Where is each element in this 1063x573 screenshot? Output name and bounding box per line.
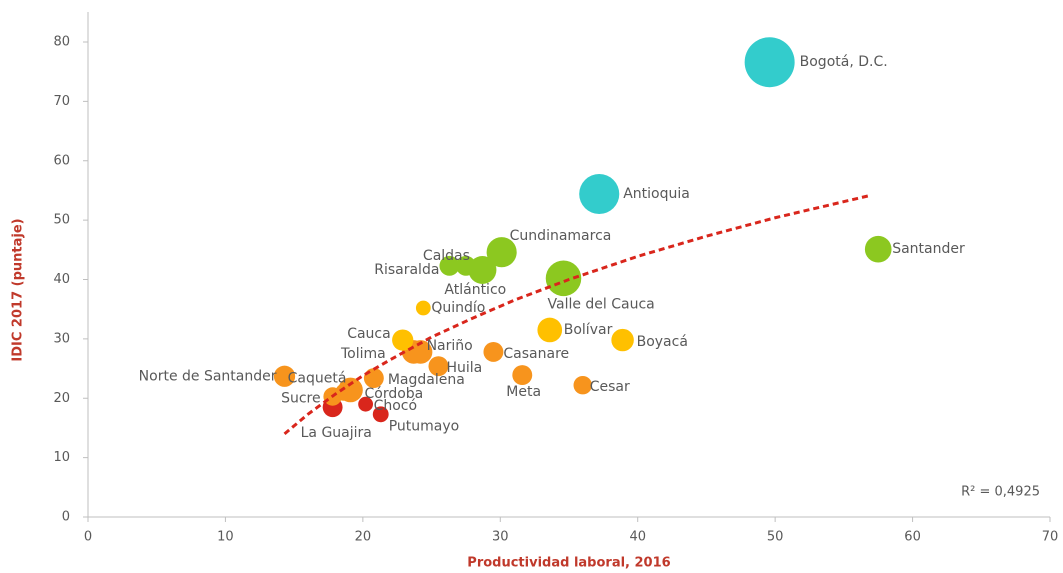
bubble bbox=[579, 173, 620, 215]
point-label: La Guajira bbox=[301, 425, 372, 441]
bubble bbox=[744, 37, 795, 88]
point-label: Atlántico bbox=[444, 282, 506, 298]
trend-line bbox=[283, 193, 872, 436]
point-label: Quindío bbox=[431, 300, 485, 316]
bubble bbox=[428, 356, 449, 377]
bubble bbox=[537, 317, 563, 343]
bubble bbox=[512, 365, 533, 386]
y-tick-label: 40 bbox=[53, 272, 70, 287]
bubble bbox=[455, 255, 476, 276]
x-tick-label: 60 bbox=[904, 530, 921, 545]
point-label: Magdalena bbox=[388, 372, 465, 388]
bubble bbox=[358, 396, 374, 412]
x-tick-label: 10 bbox=[217, 530, 234, 545]
x-axis-title: Productividad laboral, 2016 bbox=[467, 556, 670, 571]
bubble bbox=[486, 237, 517, 268]
x-tick-label: 50 bbox=[767, 530, 784, 545]
y-tick-label: 50 bbox=[53, 213, 70, 228]
bubble bbox=[864, 235, 892, 263]
y-axis-title: IDIC 2017 (puntaje) bbox=[11, 218, 26, 361]
point-label: Valle del Cauca bbox=[548, 296, 655, 312]
point-label: Huila bbox=[446, 360, 482, 376]
x-tick-label: 0 bbox=[84, 530, 92, 545]
point-label: Chocó bbox=[374, 398, 417, 414]
bubble bbox=[273, 365, 296, 387]
point-label: Córdoba bbox=[364, 386, 423, 402]
point-label: Sucre bbox=[281, 390, 321, 406]
y-tick-label: 30 bbox=[53, 331, 70, 346]
point-label: Cundinamarca bbox=[510, 228, 612, 244]
bubble bbox=[415, 300, 431, 316]
y-tick-label: 20 bbox=[53, 391, 70, 406]
bubble bbox=[392, 329, 414, 351]
point-label: Bogotá, D.C. bbox=[800, 54, 888, 70]
point-label: Casanare bbox=[503, 346, 569, 362]
point-label: Risaralda bbox=[374, 262, 439, 278]
y-tick-label: 10 bbox=[53, 450, 70, 465]
point-label: Antioquia bbox=[623, 186, 690, 202]
x-tick-label: 40 bbox=[629, 530, 646, 545]
point-label: Norte de Santander bbox=[139, 368, 277, 384]
bubble bbox=[545, 260, 582, 297]
point-label: Nariño bbox=[427, 338, 473, 354]
x-tick-label: 70 bbox=[1042, 530, 1059, 545]
y-tick-label: 0 bbox=[62, 510, 70, 525]
bubble bbox=[335, 383, 353, 401]
point-label: Santander bbox=[892, 241, 965, 257]
point-label: Putumayo bbox=[389, 418, 460, 434]
point-label: Caquetá bbox=[288, 370, 347, 386]
y-tick-label: 60 bbox=[53, 153, 70, 168]
bubble bbox=[439, 255, 460, 276]
point-label: Tolima bbox=[340, 346, 386, 362]
point-label: Meta bbox=[506, 384, 541, 400]
bubble bbox=[372, 406, 389, 423]
point-label: Cauca bbox=[347, 326, 391, 342]
point-label: Boyacá bbox=[637, 334, 688, 350]
r-squared: R² = 0,4925 bbox=[961, 485, 1040, 500]
y-tick-label: 70 bbox=[53, 94, 70, 109]
x-tick-label: 30 bbox=[492, 530, 509, 545]
bubble bbox=[611, 328, 634, 352]
y-tick-label: 80 bbox=[53, 35, 70, 50]
bubble bbox=[573, 375, 592, 395]
x-tick-label: 20 bbox=[355, 530, 372, 545]
point-label: Bolívar bbox=[564, 322, 613, 338]
bubble bbox=[483, 341, 504, 362]
point-label: Caldas bbox=[423, 248, 470, 264]
point-label: Cesar bbox=[590, 379, 630, 395]
